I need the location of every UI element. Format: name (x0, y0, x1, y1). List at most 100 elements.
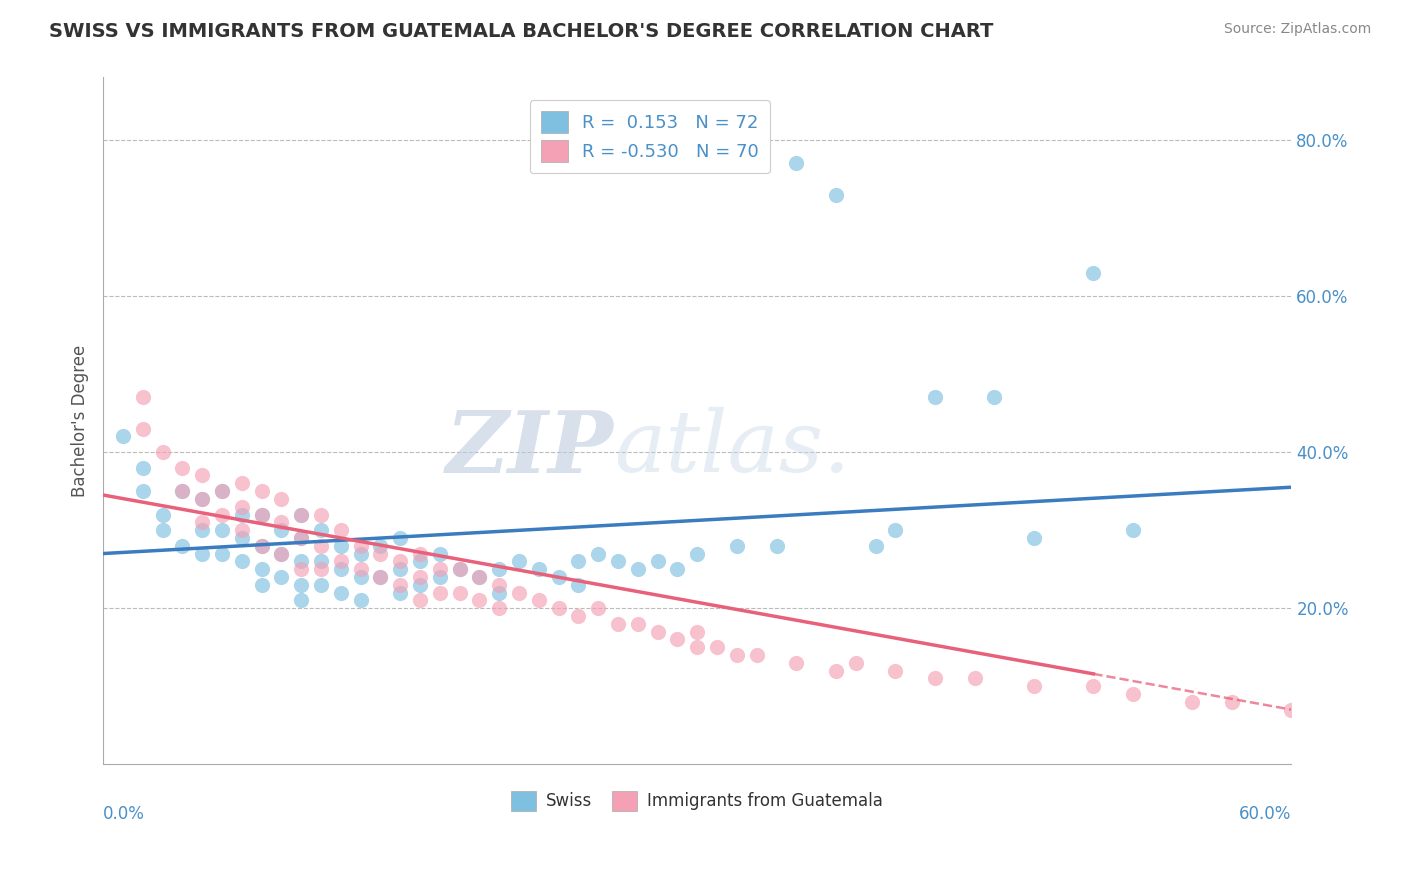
Text: atlas.: atlas. (614, 407, 851, 490)
Point (389, 531, 412, 545)
Point (686, 640, 709, 655)
Point (508, 554, 530, 568)
Point (250, 539, 273, 553)
Point (290, 593, 312, 607)
Point (152, 523, 174, 537)
Point (429, 585, 451, 599)
Point (211, 484, 233, 499)
Point (270, 547, 292, 561)
Point (211, 508, 233, 522)
Point (231, 531, 253, 545)
Point (132, 422, 155, 436)
Point (172, 484, 194, 499)
Point (725, 648, 748, 662)
Point (370, 570, 392, 584)
Point (547, 601, 569, 615)
Point (825, 187, 848, 202)
Point (924, 672, 946, 686)
Point (231, 523, 253, 537)
Point (706, 640, 728, 655)
Point (349, 547, 371, 561)
Point (1122, 523, 1144, 537)
Point (172, 484, 194, 499)
Point (370, 570, 392, 584)
Point (647, 554, 669, 568)
Point (211, 547, 233, 561)
Point (963, 672, 986, 686)
Point (191, 491, 214, 506)
Text: Source: ZipAtlas.com: Source: ZipAtlas.com (1223, 22, 1371, 37)
Point (765, 539, 787, 553)
Point (686, 547, 709, 561)
Point (309, 523, 332, 537)
Point (211, 523, 233, 537)
Point (231, 476, 253, 491)
Point (588, 601, 610, 615)
Point (409, 570, 432, 584)
Point (567, 578, 589, 592)
Point (567, 609, 589, 624)
Point (290, 578, 312, 592)
Point (250, 508, 273, 522)
Point (270, 491, 292, 506)
Point (132, 391, 155, 405)
Point (389, 578, 412, 592)
Point (666, 632, 689, 647)
Point (270, 547, 292, 561)
Point (309, 554, 332, 568)
Point (290, 554, 312, 568)
Point (627, 562, 650, 576)
Point (329, 562, 352, 576)
Legend: Swiss, Immigrants from Guatemala: Swiss, Immigrants from Guatemala (505, 784, 890, 818)
Point (132, 460, 155, 475)
Point (231, 500, 253, 514)
Point (1083, 266, 1105, 280)
Point (172, 539, 194, 553)
Point (449, 562, 471, 576)
Point (329, 539, 352, 553)
Point (845, 656, 868, 670)
Point (488, 578, 510, 592)
Point (1220, 695, 1243, 709)
Point (250, 484, 273, 499)
Point (607, 616, 630, 631)
Text: 0.0%: 0.0% (103, 805, 145, 823)
Point (270, 570, 292, 584)
Point (488, 601, 510, 615)
Point (329, 585, 352, 599)
Point (231, 554, 253, 568)
Point (389, 562, 412, 576)
Point (468, 570, 491, 584)
Point (111, 429, 134, 443)
Text: 60.0%: 60.0% (1239, 805, 1292, 823)
Point (468, 570, 491, 584)
Point (924, 391, 946, 405)
Point (429, 547, 451, 561)
Point (172, 460, 194, 475)
Point (152, 508, 174, 522)
Point (745, 648, 768, 662)
Point (488, 585, 510, 599)
Point (152, 445, 174, 459)
Point (389, 585, 412, 599)
Point (231, 508, 253, 522)
Point (1122, 687, 1144, 701)
Point (191, 523, 214, 537)
Point (211, 484, 233, 499)
Point (309, 508, 332, 522)
Point (290, 508, 312, 522)
Point (508, 585, 530, 599)
Point (329, 554, 352, 568)
Point (449, 585, 471, 599)
Point (449, 562, 471, 576)
Point (409, 593, 432, 607)
Point (250, 508, 273, 522)
Point (647, 624, 669, 639)
Point (349, 593, 371, 607)
Point (132, 484, 155, 499)
Y-axis label: Bachelor's Degree: Bachelor's Degree (72, 344, 89, 497)
Point (329, 523, 352, 537)
Point (250, 578, 273, 592)
Point (409, 547, 432, 561)
Point (270, 516, 292, 530)
